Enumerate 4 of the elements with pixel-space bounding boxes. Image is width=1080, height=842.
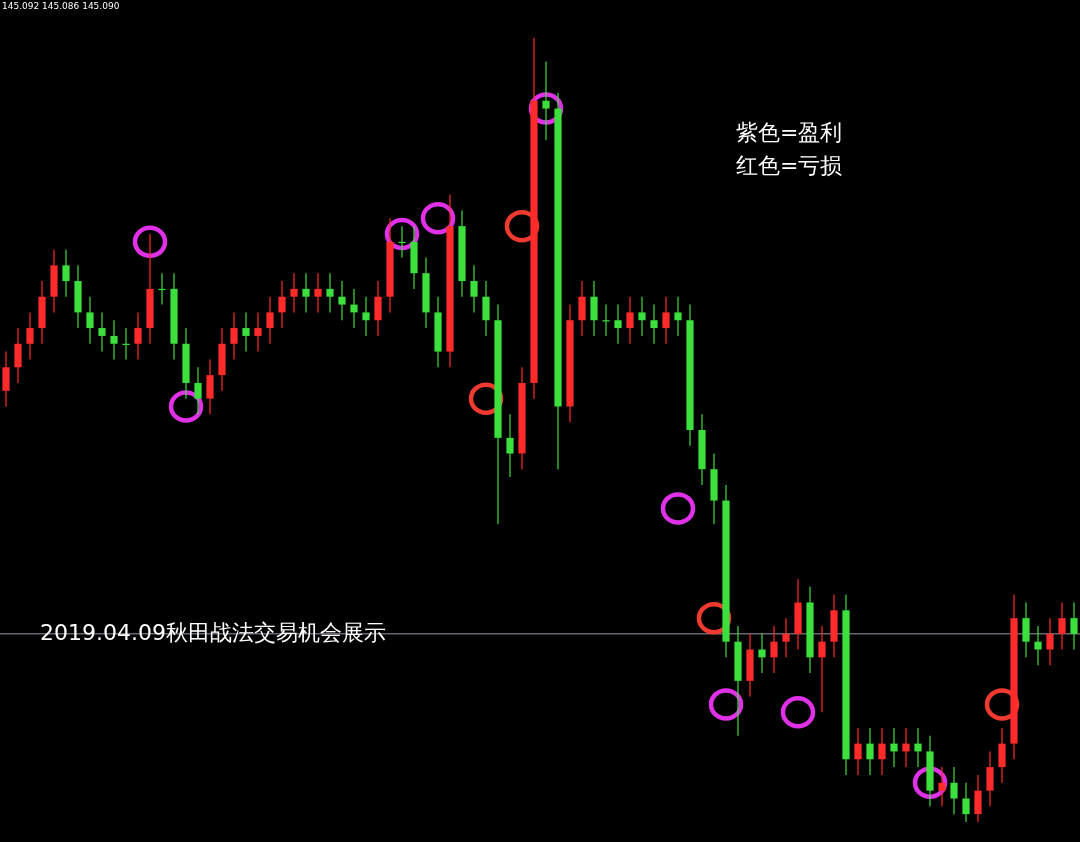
text: 145.092 145.086 145.090 [2,1,120,11]
annotation: 2019.04.09秋田战法交易机会展示 [40,620,386,645]
annotation: 红色=亏损 [736,153,843,178]
annotation: 紫色=盈利 [736,120,843,145]
